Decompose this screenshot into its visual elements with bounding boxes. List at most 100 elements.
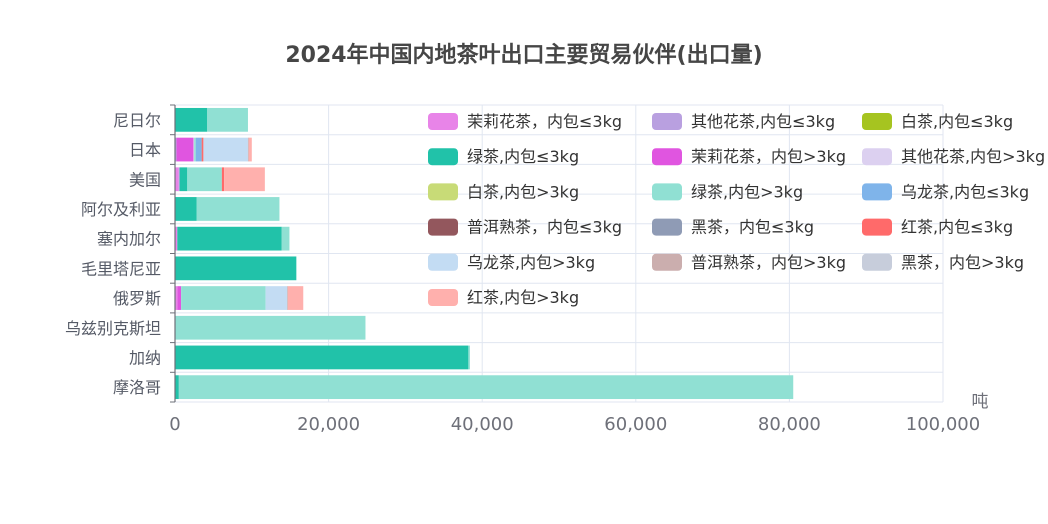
y-axis-tick-label: 俄罗斯 [113, 289, 161, 308]
legend-swatch [428, 218, 458, 236]
legend-item: 绿茶,内包≤3kg [428, 147, 579, 166]
bar-segment [196, 197, 280, 221]
bar-segment [175, 197, 197, 221]
legend-label: 普洱熟茶，内包>3kg [691, 253, 846, 272]
legend-swatch [652, 183, 682, 201]
legend-label: 白茶,内包≤3kg [901, 112, 1013, 131]
x-axis-tick-label: 20,000 [297, 414, 360, 435]
y-axis-tick-label: 日本 [129, 141, 161, 160]
bar-segment [177, 286, 182, 310]
y-axis-tick-label: 加纳 [129, 348, 161, 367]
legend-item: 普洱熟茶，内包≤3kg [428, 218, 622, 237]
legend-swatch [652, 253, 682, 271]
legend-item: 其他花茶,内包>3kg [862, 147, 1045, 166]
bar-segment [175, 167, 179, 192]
legend-swatch [428, 289, 458, 306]
bar-segment [265, 286, 288, 310]
bar-segment [187, 167, 222, 192]
bar-segment [221, 167, 225, 192]
legend-item: 乌龙茶,内包≤3kg [862, 182, 1029, 201]
legend-item: 其他花茶,内包≤3kg [652, 112, 835, 131]
y-axis-tick-label: 阿尔及利亚 [81, 200, 161, 219]
legend-item: 黑茶，内包>3kg [862, 253, 1024, 272]
legend-label: 绿茶,内包≤3kg [467, 147, 579, 166]
x-axis-tick-label: 60,000 [604, 414, 667, 435]
bar-segment [248, 137, 252, 162]
legend-label: 茉莉花茶，内包>3kg [691, 147, 846, 166]
legend-item: 黑茶，内包≤3kg [652, 218, 814, 237]
bar-segment [207, 107, 248, 132]
x-axis-unit-label: 吨 [972, 392, 989, 412]
bar-segment [224, 167, 265, 192]
legend-item: 红茶,内包>3kg [428, 288, 579, 307]
bar-segment [175, 315, 366, 340]
legend-swatch [862, 148, 892, 166]
bar-segment [175, 107, 208, 132]
x-axis-tick-label: 40,000 [451, 414, 514, 435]
legend-label: 其他花茶,内包>3kg [901, 147, 1045, 166]
bar-segment [281, 226, 290, 251]
y-axis-tick-label: 尼日尔 [113, 111, 161, 130]
legend-swatch [652, 218, 682, 236]
legend-item: 普洱熟茶，内包>3kg [652, 253, 846, 272]
bar-segment [181, 286, 266, 310]
bar-segment [194, 137, 196, 162]
x-axis-tick-label: 80,000 [758, 414, 821, 435]
bar-segment [178, 375, 794, 400]
bar-segment [201, 137, 202, 162]
legend-item: 绿茶,内包>3kg [652, 182, 803, 201]
bar-segment [201, 137, 204, 162]
legend-label: 黑茶，内包≤3kg [691, 218, 814, 237]
legend-item: 乌龙茶,内包>3kg [428, 253, 595, 272]
legend-swatch [862, 218, 892, 236]
legend-item: 茉莉花茶，内包≤3kg [428, 112, 622, 131]
y-axis-tick-label: 塞内加尔 [97, 230, 161, 249]
bar-segment [175, 375, 179, 400]
legend-label: 白茶,内包>3kg [467, 182, 579, 201]
bar-segment [195, 137, 202, 162]
bar-segment [247, 137, 249, 162]
legend-item: 茉莉花茶，内包>3kg [652, 147, 846, 166]
legend-label: 茉莉花茶，内包≤3kg [467, 112, 622, 131]
legend-label: 红茶,内包>3kg [467, 288, 579, 307]
y-axis-tick-label: 美国 [129, 170, 161, 189]
legend-swatch [428, 183, 458, 201]
legend-item: 白茶,内包≤3kg [862, 112, 1013, 131]
bar-segment [178, 167, 180, 192]
chart-title: 2024年中国内地茶叶出口主要贸易伙伴(出口量) [285, 42, 762, 68]
y-axis-tick-label: 毛里塔尼亚 [81, 259, 161, 278]
bar-segment [176, 137, 194, 162]
bar-segment [287, 286, 288, 310]
y-axis-tick-label: 摩洛哥 [113, 378, 161, 397]
bar-segment [179, 167, 188, 192]
bar-segment [175, 256, 297, 281]
bar-segment [175, 286, 178, 310]
legend-item: 白茶,内包>3kg [428, 182, 579, 201]
bar-segment [203, 137, 248, 162]
legend: 茉莉花茶，内包≤3kg 其他花茶,内包≤3kg 白茶,内包≤3kg 绿茶,内包≤3kg… [428, 112, 1045, 307]
bar-segment [468, 345, 470, 370]
legend-swatch [652, 113, 682, 130]
bar-segment [175, 226, 178, 251]
legend-swatch [428, 148, 458, 166]
legend-label: 黑茶，内包>3kg [901, 253, 1024, 272]
legend-swatch [862, 253, 892, 271]
legend-swatch [862, 183, 892, 201]
legend-swatch [862, 113, 892, 130]
legend-label: 乌龙茶,内包≤3kg [901, 182, 1029, 201]
legend-swatch [428, 253, 458, 271]
bar-segment [287, 286, 304, 310]
legend-item: 红茶,内包≤3kg [862, 218, 1013, 237]
bar-segment [175, 345, 469, 370]
legend-label: 其他花茶,内包≤3kg [691, 112, 835, 131]
legend-label: 普洱熟茶，内包≤3kg [467, 218, 622, 237]
bar-segment [175, 137, 177, 162]
bar-segment [193, 137, 195, 162]
x-axis-tick-label: 0 [169, 414, 180, 435]
legend-label: 红茶,内包≤3kg [901, 218, 1013, 237]
legend-swatch [652, 148, 682, 166]
legend-label: 绿茶,内包>3kg [691, 182, 803, 201]
